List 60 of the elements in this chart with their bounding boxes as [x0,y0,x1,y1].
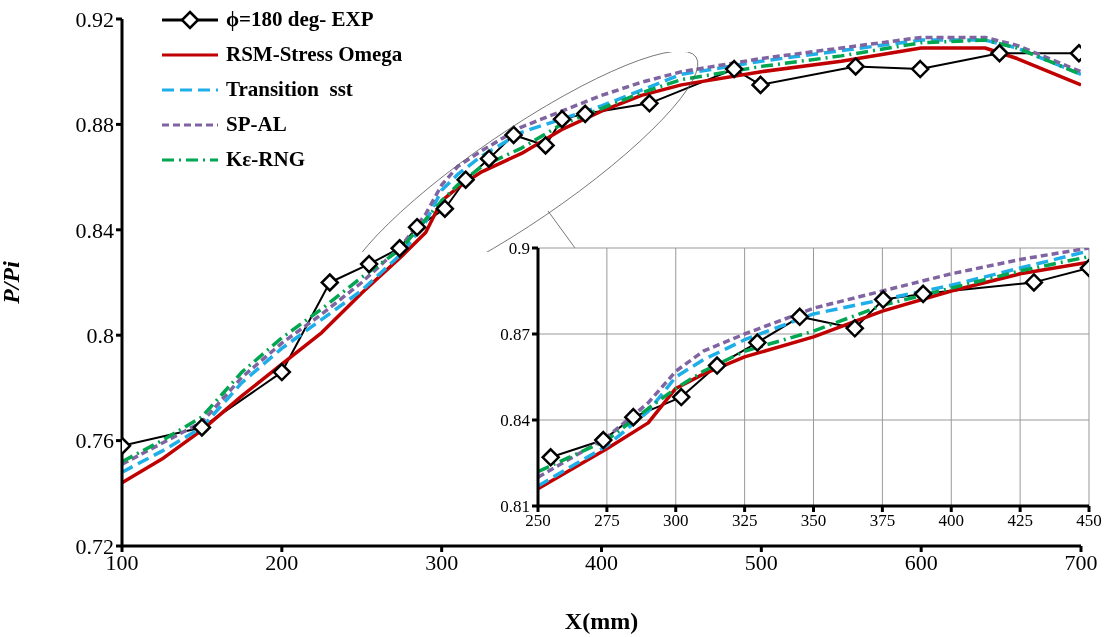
x-tick-label: 350 [800,511,827,531]
y-tick-label: 0.92 [75,6,114,32]
legend-label: SP-AL [226,112,287,137]
x-tick-label: 275 [594,511,620,531]
point [724,59,744,79]
point [910,59,930,79]
y-tick-label: 0.84 [500,411,531,431]
point [790,307,809,327]
point [594,430,613,450]
point [913,284,933,304]
x-tick-label: 700 [1064,549,1098,575]
y-tick-label: 0.87 [500,325,531,345]
point [846,57,865,76]
point [456,170,475,189]
legend-label: ϕ=180 deg- EXP [226,7,374,32]
point [407,217,427,237]
y-tick-label: 0.76 [75,428,114,454]
y-axis-title: P/Pi [0,260,24,305]
legend-label: Transition sst [226,77,353,102]
point [272,362,292,382]
point [748,333,767,352]
x-tick-label: 325 [731,511,758,531]
point [320,273,340,292]
point [751,75,770,95]
x-tick-label: 425 [1007,511,1033,531]
x-tick-label: 300 [663,511,689,531]
point [672,387,691,407]
x-tick-label: 600 [904,549,938,575]
point [504,125,523,145]
point [359,254,379,274]
point [435,199,455,218]
point [624,407,643,427]
x-tick-label: 300 [425,549,459,575]
y-tick-label: 0.88 [75,112,114,138]
point [990,44,1009,63]
legend-label: Kε-RNG [226,147,305,172]
x-tick-label: 400 [938,511,964,531]
point [536,136,555,155]
point [575,104,595,124]
point [390,238,409,258]
x-tick-label: 400 [585,549,618,575]
legend-label: RSM-Stress Omega [226,42,403,67]
x-tick-label: 450 [1076,511,1102,531]
x-tick-label: 200 [265,549,299,575]
point [707,356,727,375]
point [552,109,572,129]
point [541,448,560,467]
point [1024,273,1044,292]
y-tick-label: 0.8 [86,323,114,349]
point [479,149,499,168]
point [192,418,212,437]
point [873,290,893,309]
y-tick-label: 0.9 [508,239,530,259]
x-tick-label: 500 [744,549,778,575]
y-tick-label: 0.84 [75,217,114,243]
x-tick-label: 250 [525,511,551,531]
point [640,94,659,113]
x-axis-title: X(mm) [564,608,639,634]
point [845,319,865,338]
x-tick-label: 375 [869,511,896,531]
